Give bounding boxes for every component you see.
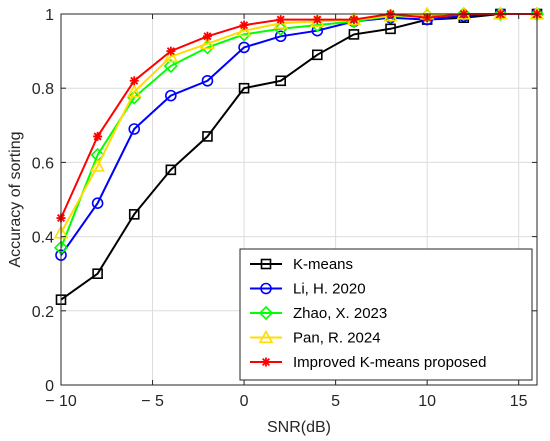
data-point bbox=[274, 30, 287, 43]
legend-marker bbox=[260, 282, 272, 295]
legend-label: K-means bbox=[293, 256, 353, 273]
x-axis-label: SNR(dB) bbox=[267, 419, 331, 436]
y-tick-label: 0.6 bbox=[32, 155, 54, 172]
data-point bbox=[309, 13, 325, 28]
axes-box bbox=[60, 13, 538, 386]
legend: K-means Li, H. 2020 Zhao, X. 2023 Pan, R. 2… bbox=[239, 248, 533, 381]
x-tick-label: 15 bbox=[510, 393, 528, 410]
data-point bbox=[200, 36, 215, 50]
data-point bbox=[238, 82, 250, 94]
y-tick-label: 0.4 bbox=[32, 230, 54, 247]
legend-label: Pan, R. 2024 bbox=[293, 330, 381, 347]
data-point bbox=[349, 15, 359, 25]
y-tick-label: 1 bbox=[45, 7, 54, 24]
data-point bbox=[275, 75, 286, 87]
legend-box bbox=[239, 248, 533, 381]
data-point bbox=[202, 131, 213, 142]
data-point bbox=[348, 29, 360, 40]
legend-item: Li, H. 2020 bbox=[250, 281, 366, 298]
data-point bbox=[163, 58, 178, 74]
series-2 bbox=[53, 6, 545, 255]
x-tick-label: 10 bbox=[418, 393, 436, 410]
series-line bbox=[60, 13, 537, 234]
legend-item: K-means bbox=[250, 256, 353, 273]
data-point bbox=[236, 23, 252, 37]
data-point bbox=[165, 164, 177, 176]
legend-label: Improved K-means proposed bbox=[293, 354, 486, 371]
legend-item: Pan, R. 2024 bbox=[250, 330, 381, 347]
x-tick-label: 5 bbox=[331, 393, 340, 410]
legend-marker bbox=[258, 329, 274, 344]
data-point bbox=[312, 49, 323, 61]
legend-label: Zhao, X. 2023 bbox=[293, 305, 387, 322]
data-point bbox=[239, 20, 249, 30]
data-point bbox=[90, 158, 105, 172]
data-point bbox=[493, 6, 508, 22]
axis-ticks: − 10 − 5 0 5 10 15 0 0.2 0.4 0.6 0.8 1 bbox=[32, 7, 537, 410]
data-point bbox=[93, 131, 103, 141]
data-point bbox=[126, 84, 142, 98]
y-tick-label: 0.2 bbox=[32, 304, 54, 321]
data-point bbox=[127, 90, 142, 105]
legend-marker bbox=[260, 258, 272, 270]
data-point bbox=[91, 197, 104, 210]
data-point bbox=[456, 6, 471, 22]
data-point bbox=[128, 123, 141, 135]
data-point bbox=[385, 23, 396, 35]
data-point bbox=[92, 268, 103, 280]
data-point bbox=[202, 31, 212, 41]
x-tick-label: − 10 bbox=[45, 393, 77, 410]
data-point bbox=[238, 41, 250, 54]
data-point bbox=[276, 15, 286, 25]
data-point bbox=[129, 76, 139, 86]
data-point bbox=[128, 209, 140, 220]
y-tick-label: 0 bbox=[45, 378, 54, 395]
legend-item: Improved K-means proposed bbox=[250, 354, 486, 371]
y-axis-label: Accuracy of sorting bbox=[7, 131, 24, 267]
data-point bbox=[163, 49, 179, 63]
legend-marker bbox=[258, 305, 274, 321]
series-line bbox=[60, 12, 537, 219]
data-point bbox=[312, 15, 322, 25]
legend-item: Zhao, X. 2023 bbox=[250, 305, 387, 322]
data-point bbox=[201, 74, 214, 87]
series-4 bbox=[56, 9, 542, 223]
legend-marker bbox=[261, 357, 271, 367]
x-tick-label: − 5 bbox=[141, 393, 164, 410]
series-3 bbox=[53, 6, 545, 239]
data-point bbox=[273, 21, 288, 36]
data-point bbox=[166, 46, 176, 56]
series-line bbox=[60, 13, 537, 256]
legend-label: Li, H. 2020 bbox=[293, 281, 366, 298]
y-tick-label: 0.8 bbox=[32, 81, 54, 98]
data-point bbox=[165, 89, 177, 102]
x-tick-label: 0 bbox=[240, 393, 249, 410]
